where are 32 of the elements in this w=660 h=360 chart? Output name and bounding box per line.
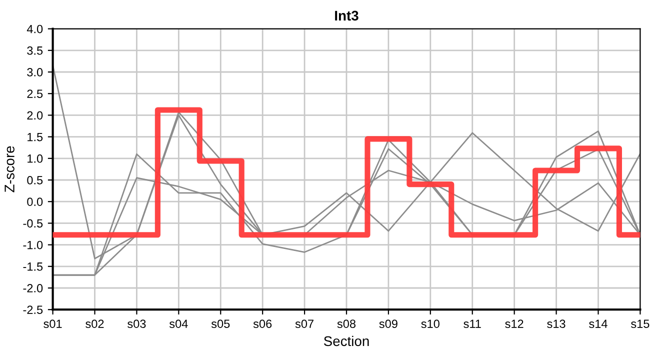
y-tick-label: 1.5 bbox=[28, 132, 43, 142]
x-tick-label: s06 bbox=[253, 320, 272, 328]
y-tick-label: 2.5 bbox=[27, 90, 43, 98]
x-tick-label: s01 bbox=[44, 320, 62, 328]
y-tick-label: -0.5 bbox=[23, 219, 43, 228]
x-tick-label: s09 bbox=[379, 320, 398, 328]
y-tick-label: 4.0 bbox=[26, 24, 43, 34]
x-tick-label: s04 bbox=[169, 320, 188, 328]
y-tick-label: 3.5 bbox=[27, 46, 43, 55]
chart-title: Int3 bbox=[335, 10, 358, 21]
y-tick-label: 1.0 bbox=[28, 154, 43, 163]
y-tick-label: -2.0 bbox=[23, 284, 43, 292]
y-tick-label: 0.0 bbox=[27, 198, 43, 206]
x-tick-label: s11 bbox=[464, 320, 481, 328]
x-tick-label: s05 bbox=[211, 320, 230, 328]
x-tick-label: s03 bbox=[128, 320, 146, 328]
y-tick-label: -1.0 bbox=[23, 240, 43, 250]
x-tick-label: s08 bbox=[337, 320, 356, 328]
x-tick-label: s07 bbox=[295, 320, 314, 328]
y-axis-title: Z-score bbox=[4, 146, 14, 192]
x-tick-label: s14 bbox=[589, 320, 608, 328]
y-tick-label: 3.0 bbox=[27, 68, 43, 76]
x-tick-label: s12 bbox=[505, 320, 524, 328]
y-tick-label: 0.5 bbox=[27, 176, 43, 184]
y-tick-label: -1.5 bbox=[23, 262, 43, 271]
x-tick-label: s13 bbox=[547, 320, 566, 328]
x-tick-label: s10 bbox=[421, 320, 440, 328]
x-tick-label: s02 bbox=[86, 320, 104, 328]
x-axis-title: Section bbox=[324, 336, 369, 346]
y-tick-label: 2.0 bbox=[27, 111, 43, 120]
x-tick-label: s15 bbox=[631, 320, 650, 328]
y-tick-label: -2.5 bbox=[23, 306, 43, 314]
